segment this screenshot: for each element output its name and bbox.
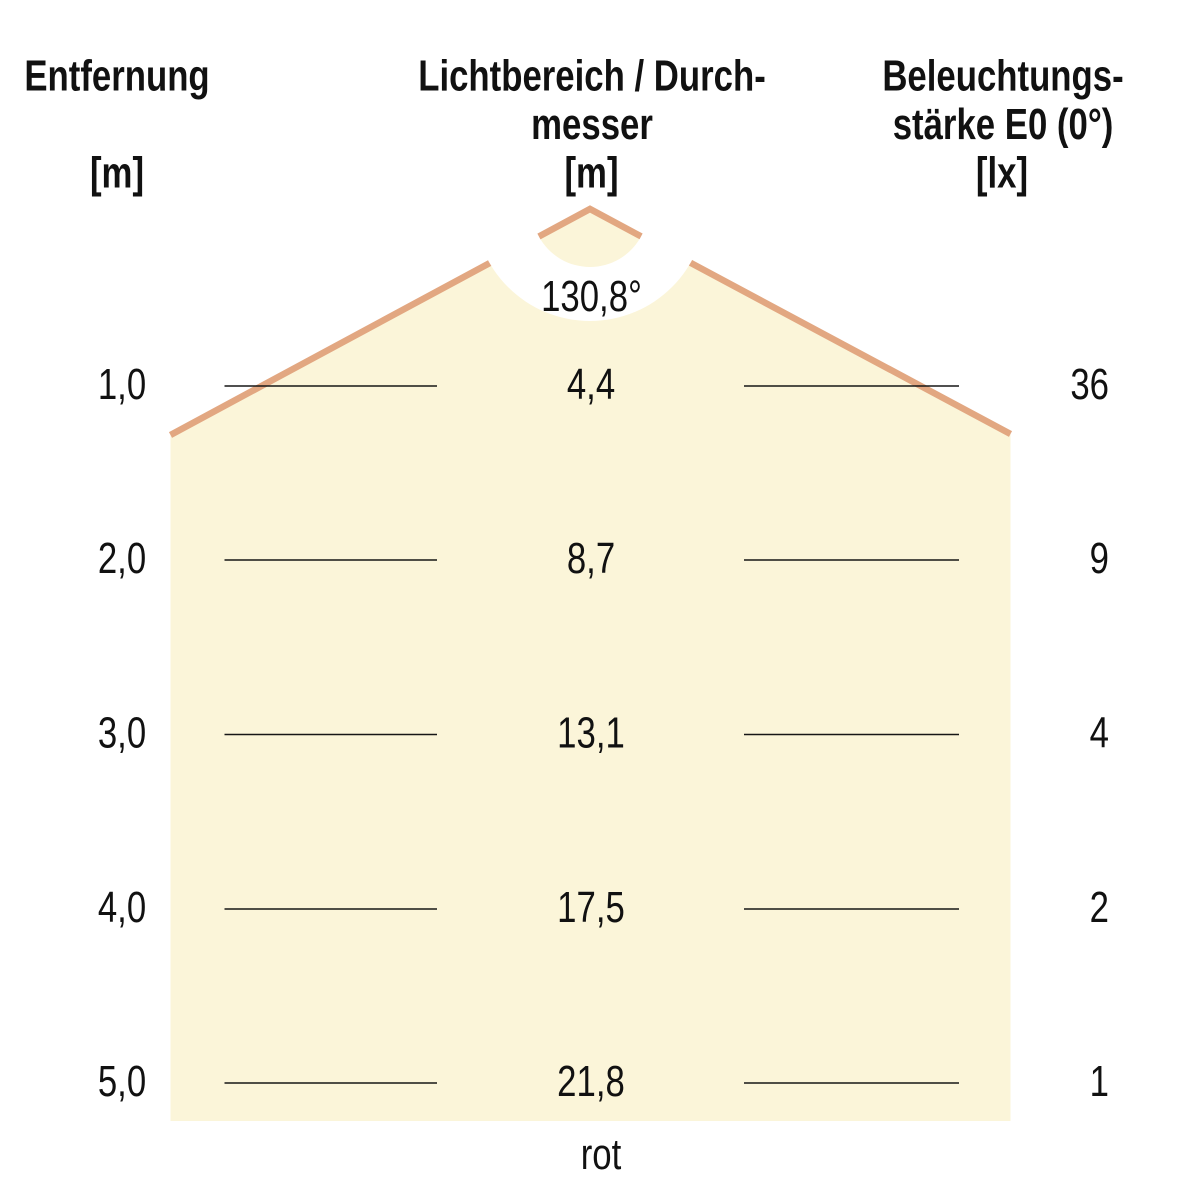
svg-text:130,8°: 130,8° — [541, 272, 642, 321]
svg-text:4,4: 4,4 — [567, 360, 615, 409]
svg-text:3,0: 3,0 — [98, 709, 146, 758]
svg-text:21,8: 21,8 — [557, 1057, 625, 1106]
svg-text:4: 4 — [1090, 709, 1109, 758]
svg-text:stärke E0 (0°): stärke E0 (0°) — [893, 100, 1114, 149]
svg-text:36: 36 — [1070, 360, 1109, 409]
svg-text:4,0: 4,0 — [98, 883, 146, 932]
svg-text:5,0: 5,0 — [98, 1057, 146, 1106]
svg-text:[lx]: [lx] — [976, 149, 1028, 198]
svg-text:9: 9 — [1090, 534, 1109, 583]
svg-text:rot: rot — [581, 1130, 622, 1179]
svg-text:8,7: 8,7 — [567, 534, 615, 583]
svg-text:17,5: 17,5 — [557, 883, 625, 932]
svg-text:Beleuchtungs-: Beleuchtungs- — [882, 52, 1123, 101]
svg-text:2: 2 — [1090, 883, 1109, 932]
svg-text:1,0: 1,0 — [98, 360, 146, 409]
svg-text:Entfernung: Entfernung — [24, 52, 209, 101]
svg-text:Lichtbereich / Durch-: Lichtbereich / Durch- — [418, 52, 766, 101]
svg-text:2,0: 2,0 — [98, 534, 146, 583]
svg-text:[m]: [m] — [90, 149, 144, 198]
svg-text:1: 1 — [1090, 1057, 1109, 1106]
svg-text:messer: messer — [531, 100, 653, 149]
svg-text:[m]: [m] — [564, 149, 618, 198]
svg-text:13,1: 13,1 — [557, 709, 625, 758]
